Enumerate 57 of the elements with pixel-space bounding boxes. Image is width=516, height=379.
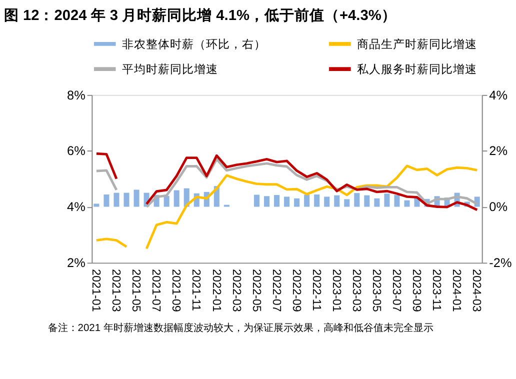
x-tick-label: 2021-09 bbox=[170, 269, 183, 312]
y-tick-label: 4% bbox=[67, 200, 86, 214]
x-tick-label: 2022-05 bbox=[250, 269, 263, 312]
x-tick-label: 2021-07 bbox=[150, 269, 163, 312]
y-tick-label: 6% bbox=[67, 144, 86, 158]
x-tick-label: 2021-03 bbox=[110, 269, 123, 312]
x-tick-label: 2022-01 bbox=[210, 269, 223, 312]
bar bbox=[264, 196, 270, 207]
bar bbox=[254, 194, 260, 207]
y2-tick-label: -2% bbox=[489, 256, 512, 270]
x-tick-label: 2022-03 bbox=[230, 269, 243, 312]
bar bbox=[344, 199, 350, 207]
x-tick-label: 2022-07 bbox=[270, 269, 283, 312]
bar bbox=[124, 192, 130, 207]
x-tick-label: 2023-01 bbox=[330, 269, 343, 312]
bar bbox=[404, 200, 410, 207]
x-tick-label: 2021-01 bbox=[90, 269, 103, 312]
x-tick-label: 2024-01 bbox=[450, 269, 464, 312]
y2-tick-label: 4% bbox=[489, 88, 508, 102]
x-tick-label: 2021-11 bbox=[190, 269, 203, 312]
bar bbox=[94, 204, 100, 207]
text: 备注：2021 年时薪增速数据幅度波动较大，为保证展示效果，高峰和低谷值未完全显示 bbox=[48, 322, 434, 334]
x-tick-label: 2022-09 bbox=[290, 269, 303, 312]
legend-label: 私人服务时薪同比增速 bbox=[357, 62, 478, 76]
legend-label: 非农整体时薪（环比，右） bbox=[122, 38, 266, 51]
bar bbox=[114, 192, 120, 207]
x-tick-label: 2023-11 bbox=[430, 269, 444, 312]
x-tick-label: 2021-05 bbox=[130, 269, 143, 312]
bar bbox=[164, 196, 170, 207]
chart-title: 图 12：2024 年 3 月时薪同比增 4.1%，低于前值（+4.3%） bbox=[4, 6, 396, 24]
bar bbox=[294, 198, 300, 207]
bar bbox=[394, 195, 400, 207]
x-tick-label: 2023-03 bbox=[350, 269, 363, 312]
x-tick-label: 2022-11 bbox=[310, 269, 323, 312]
bar bbox=[364, 195, 370, 207]
x-tick-label: 2023-07 bbox=[390, 269, 404, 312]
bar bbox=[334, 195, 340, 207]
bar bbox=[104, 194, 110, 207]
legend-label: 平均时薪同比增速 bbox=[122, 62, 218, 76]
y2-tick-label: 0% bbox=[489, 200, 508, 214]
bar bbox=[304, 194, 310, 207]
bar bbox=[324, 196, 330, 207]
bar bbox=[134, 190, 140, 207]
bar bbox=[284, 196, 290, 207]
bar bbox=[374, 198, 380, 207]
bar bbox=[314, 194, 320, 207]
legend-label: 商品生产时薪同比增速 bbox=[357, 36, 478, 51]
y-tick-label: 8% bbox=[67, 88, 86, 102]
bar bbox=[174, 190, 180, 207]
bar bbox=[384, 194, 390, 207]
y2-tick-label: 2% bbox=[489, 144, 508, 158]
y-tick-label: 2% bbox=[67, 256, 86, 270]
x-tick-label: 2023-05 bbox=[370, 269, 384, 312]
bar bbox=[354, 193, 360, 207]
x-tick-label: 2023-09 bbox=[410, 269, 424, 312]
bar bbox=[274, 195, 280, 207]
x-tick-label: 2024-03 bbox=[470, 269, 484, 312]
